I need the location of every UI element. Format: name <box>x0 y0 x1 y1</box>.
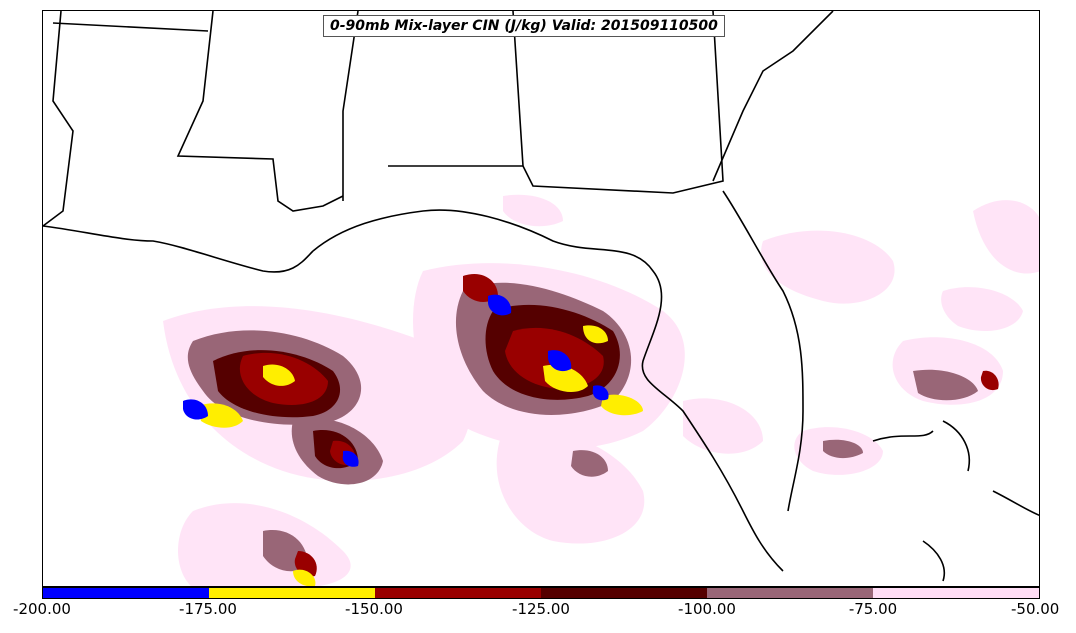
colorbar-tick: -150.00 <box>345 600 403 618</box>
colorbar-tick: -175.00 <box>179 600 237 618</box>
map-panel <box>42 10 1040 587</box>
colorbar-segment-mauve <box>707 588 873 598</box>
colorbar-tick-labels: -200.00 -175.00 -150.00 -125.00 -100.00 … <box>0 600 1076 624</box>
colorbar <box>42 587 1040 599</box>
colorbar-tick: -200.00 <box>13 600 71 618</box>
colorbar-segment-darkred <box>541 588 707 598</box>
colorbar-tick: -50.00 <box>1010 600 1060 618</box>
cin-map <box>43 11 1039 586</box>
colorbar-segment-yellow <box>209 588 375 598</box>
cin-field-yellow <box>198 325 643 586</box>
colorbar-segment-red <box>375 588 541 598</box>
colorbar-tick: -100.00 <box>678 600 736 618</box>
cin-field-blue <box>183 294 609 467</box>
coastlines <box>43 11 1039 582</box>
map-title: 0-90mb Mix-layer CIN (J/kg) Valid: 20150… <box>323 15 725 37</box>
colorbar-segment-blue <box>43 588 209 598</box>
colorbar-segment-pink <box>873 588 1039 598</box>
colorbar-tick: -125.00 <box>512 600 570 618</box>
colorbar-tick: -75.00 <box>848 600 898 618</box>
